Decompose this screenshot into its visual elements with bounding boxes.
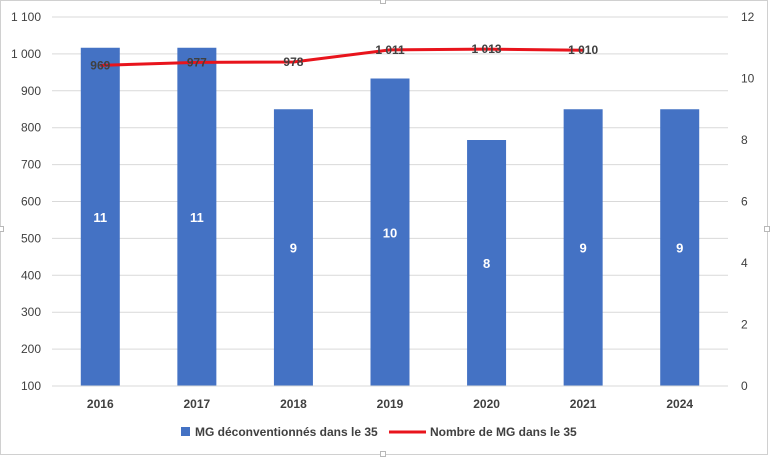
line-value-label: 969 xyxy=(90,58,110,72)
line-value-label: 1 011 xyxy=(375,43,405,57)
left-tick-label: 1 000 xyxy=(11,47,41,61)
line-path xyxy=(100,47,584,67)
left-tick-label: 300 xyxy=(21,305,41,319)
left-tick-label: 800 xyxy=(21,121,41,135)
left-tick-label: 400 xyxy=(21,268,41,282)
right-tick-label: 6 xyxy=(741,195,748,209)
left-tick-label: 1 100 xyxy=(11,10,41,24)
category-label: 2024 xyxy=(666,397,693,411)
bar-value-label: 8 xyxy=(483,256,490,271)
resize-handle-left[interactable] xyxy=(0,226,4,232)
left-tick-label: 700 xyxy=(21,158,41,172)
line-value-label: 978 xyxy=(283,55,303,69)
bar-value-label: 9 xyxy=(580,241,587,256)
legend-label-line: Nombre de MG dans le 35 xyxy=(430,425,577,439)
resize-handle-top[interactable] xyxy=(380,0,386,4)
bar xyxy=(273,109,313,386)
category-label: 2016 xyxy=(87,397,114,411)
left-tick-label: 200 xyxy=(21,342,41,356)
category-label: 2018 xyxy=(280,397,307,411)
right-tick-label: 2 xyxy=(741,318,748,332)
line-value-label: 1 010 xyxy=(568,43,598,57)
bar xyxy=(467,140,507,386)
data-labels: 11 11 9 10 8 9 9 969 977 978 1 011 1 013 1 010 xyxy=(90,42,683,271)
category-label: 2021 xyxy=(570,397,597,411)
left-tick-label: 100 xyxy=(21,379,41,393)
category-label: 2019 xyxy=(377,397,404,411)
legend-swatch-bars xyxy=(181,427,190,436)
bar-series xyxy=(80,47,700,386)
right-tick-label: 10 xyxy=(741,72,755,86)
right-tick-label: 8 xyxy=(741,133,748,147)
right-axis: 0 2 4 6 8 10 12 xyxy=(741,10,755,393)
line-series xyxy=(100,47,584,67)
category-label: 2017 xyxy=(184,397,211,411)
bar-value-label: 9 xyxy=(676,241,683,256)
x-axis: 2016 2017 2018 2019 2020 2021 2024 xyxy=(52,385,728,411)
left-axis: 100 200 300 400 500 600 700 800 900 1 000 1 100 xyxy=(11,10,41,393)
bar xyxy=(563,109,603,386)
left-tick-label: 500 xyxy=(21,231,41,245)
bar xyxy=(660,109,700,386)
bar-value-label: 11 xyxy=(93,210,107,225)
right-tick-label: 12 xyxy=(741,10,755,24)
legend: MG déconventionnés dans le 35 Nombre de … xyxy=(181,425,577,439)
line-value-label: 977 xyxy=(187,55,207,69)
right-tick-label: 4 xyxy=(741,256,748,270)
bar xyxy=(177,47,217,386)
bar-value-label: 11 xyxy=(190,210,204,225)
bar xyxy=(370,78,410,386)
left-tick-label: 600 xyxy=(21,195,41,209)
right-tick-label: 0 xyxy=(741,379,748,393)
bar-value-label: 10 xyxy=(383,225,397,240)
bar xyxy=(80,47,120,386)
line-value-label: 1 013 xyxy=(472,42,502,56)
category-label: 2020 xyxy=(473,397,500,411)
bar-value-label: 9 xyxy=(290,241,297,256)
left-tick-label: 900 xyxy=(21,84,41,98)
legend-label-bars: MG déconventionnés dans le 35 xyxy=(195,425,378,439)
